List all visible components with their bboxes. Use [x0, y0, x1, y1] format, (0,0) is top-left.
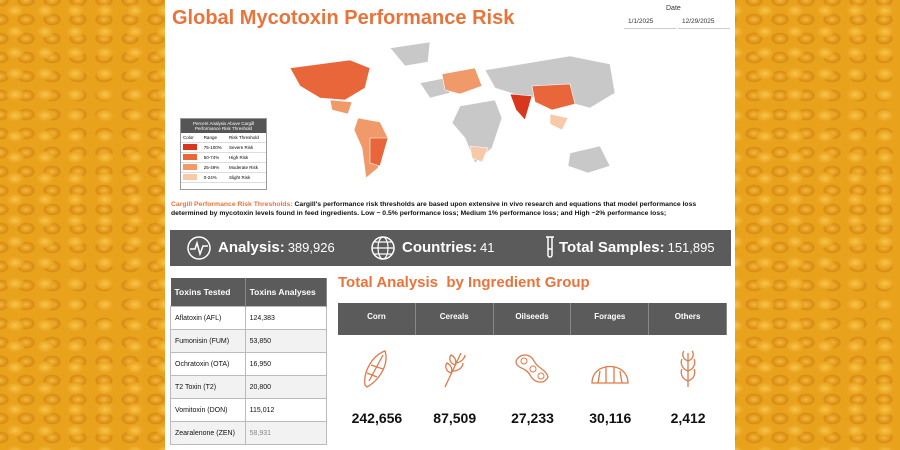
date-from[interactable]: 1/1/2025	[624, 15, 676, 29]
table-row: Vomitoxin (DON) 115,012	[170, 398, 328, 422]
stat-value: 151,895	[667, 240, 715, 255]
legend-range: 50-74%	[201, 152, 227, 163]
legend-row: 0-24% Slight Risk	[181, 172, 266, 183]
ingredient-name: Corn	[338, 303, 416, 335]
icon	[371, 236, 395, 260]
legend-header: Range	[201, 133, 227, 143]
stat-label: Analysis:	[218, 239, 285, 256]
ingredient-value: 30,116	[589, 410, 632, 426]
ingredient-icon	[338, 347, 416, 396]
icon	[515, 354, 550, 383]
ingredient-name: Forages	[571, 303, 650, 335]
icon	[591, 366, 629, 384]
table-row: Aflatoxin (AFL) 124,383	[170, 306, 328, 330]
ingredient-name: Cereals	[415, 303, 494, 335]
stat-label: Total Samples:	[559, 239, 665, 256]
note: Cargill Performance Risk Thresholds: Car…	[171, 200, 731, 218]
toxin-count: 20,800	[244, 375, 328, 399]
toxin-name: Fumonisin (FUM)	[170, 329, 246, 353]
legend-row: 50-74% High Risk	[181, 152, 266, 163]
legend-header: Color	[181, 133, 202, 143]
ingredient-column: Others 2,412	[649, 303, 727, 450]
icon	[546, 236, 554, 258]
world-map	[289, 41, 616, 179]
stat-icon	[370, 235, 396, 266]
ingredient-icon	[649, 347, 727, 396]
legend-color-cell	[181, 152, 202, 163]
table-header: Toxins Analyses	[245, 278, 328, 307]
ingredient-column: Oilseeds 27,233	[493, 303, 572, 450]
ingredient-column: Cereals 87,509	[415, 303, 494, 450]
legend-color-cell	[181, 142, 202, 153]
table-row: Ochratoxin (OTA) 16,950	[170, 352, 328, 376]
toxin-count: 124,383	[244, 306, 328, 330]
legend-table: Color Range Risk Threshold 75-100% Severe R…	[181, 133, 266, 183]
icon	[364, 350, 387, 388]
legend-title: Percent Analysis Above Cargill Performan…	[181, 119, 266, 133]
toxin-name: Ochratoxin (OTA)	[170, 352, 246, 376]
toxin-count: 115,012	[244, 398, 328, 422]
legend-range: 0-24%	[201, 172, 227, 183]
icon	[444, 352, 466, 388]
note-heading: Cargill Performance Risk Thresholds:	[171, 201, 293, 208]
stat: Countries: 41	[402, 230, 494, 266]
table-row: T2 Toxin (T2) 20,800	[170, 375, 328, 399]
ingredient-icon	[494, 347, 572, 396]
stat: Total Samples: 151,895	[559, 230, 715, 266]
legend-risk: High Risk	[226, 152, 266, 163]
legend-range: 75-100%	[201, 142, 227, 153]
date-label: Date	[666, 5, 681, 12]
ingredient-value: 2,412	[670, 410, 706, 426]
legend-color-cell	[181, 172, 202, 183]
ingredient-column: Corn 242,656	[338, 303, 416, 450]
legend-color-cell	[181, 162, 202, 173]
table-header: Toxins Tested	[170, 278, 246, 307]
ingredient-value: 242,656	[351, 410, 403, 426]
ingredient-value: 87,509	[433, 410, 477, 426]
icon	[187, 236, 211, 260]
stat-icon	[186, 235, 212, 266]
toxin-name: Zearalenone (ZEN)	[170, 421, 246, 445]
legend-header: Risk Threshold	[226, 133, 266, 143]
legend-swatch	[183, 174, 197, 180]
ingredient-icon	[416, 347, 494, 396]
legend-swatch	[183, 144, 197, 150]
map-legend: Percent Analysis Above Cargill Performan…	[180, 118, 267, 190]
legend-swatch	[183, 154, 197, 160]
legend-risk: Severe Risk	[226, 142, 266, 153]
ingredient-name: Others	[649, 303, 727, 335]
stat-label: Countries:	[402, 239, 477, 256]
stat: Analysis: 389,926	[218, 230, 335, 266]
toxin-name: Vomitoxin (DON)	[170, 398, 246, 422]
table-row: Fumonisin (FUM) 53,850	[170, 329, 328, 353]
toxins-table: Toxins Tested Toxins Analyses Aflatoxin (…	[170, 278, 328, 445]
toxin-count: 16,950	[244, 352, 328, 376]
ingredient-column: Forages 30,116	[571, 303, 650, 450]
toxin-name: Aflatoxin (AFL)	[170, 306, 246, 330]
stat-icon	[537, 235, 563, 266]
date-to[interactable]: 12/29/2025	[678, 15, 730, 29]
stats-bar: Analysis: 389,926 Countries: 41 Total Sample…	[170, 230, 731, 266]
note-text: Cargill's performance risk thresholds ar…	[171, 201, 697, 217]
toxin-count: 58,931	[244, 421, 328, 445]
ingredient-title: Total Analysis by Ingredient Group	[338, 274, 590, 291]
toxin-name: T2 Toxin (T2)	[170, 375, 246, 399]
ingredient-groups: Corn 242,656 Cereals 87,509 Oilseeds 27,233 Fo…	[338, 303, 727, 450]
legend-range: 25-49%	[201, 162, 227, 173]
legend-risk: Moderate Risk	[226, 162, 266, 173]
stat-value: 41	[480, 240, 495, 255]
legend-risk: Slight Risk	[226, 172, 266, 183]
stat-value: 389,926	[287, 240, 335, 255]
title: Global Mycotoxin Performance Risk	[172, 7, 515, 29]
ingredient-value: 27,233	[511, 410, 554, 426]
icon	[680, 350, 696, 387]
legend-row: 25-49% Moderate Risk	[181, 162, 266, 173]
ingredient-icon	[571, 347, 649, 396]
legend-row: 75-100% Severe Risk	[181, 142, 266, 153]
legend-swatch	[183, 164, 197, 170]
toxin-count: 53,850	[244, 329, 328, 353]
table-row: Zearalenone (ZEN) 58,931	[170, 421, 328, 445]
ingredient-name: Oilseeds	[493, 303, 572, 335]
